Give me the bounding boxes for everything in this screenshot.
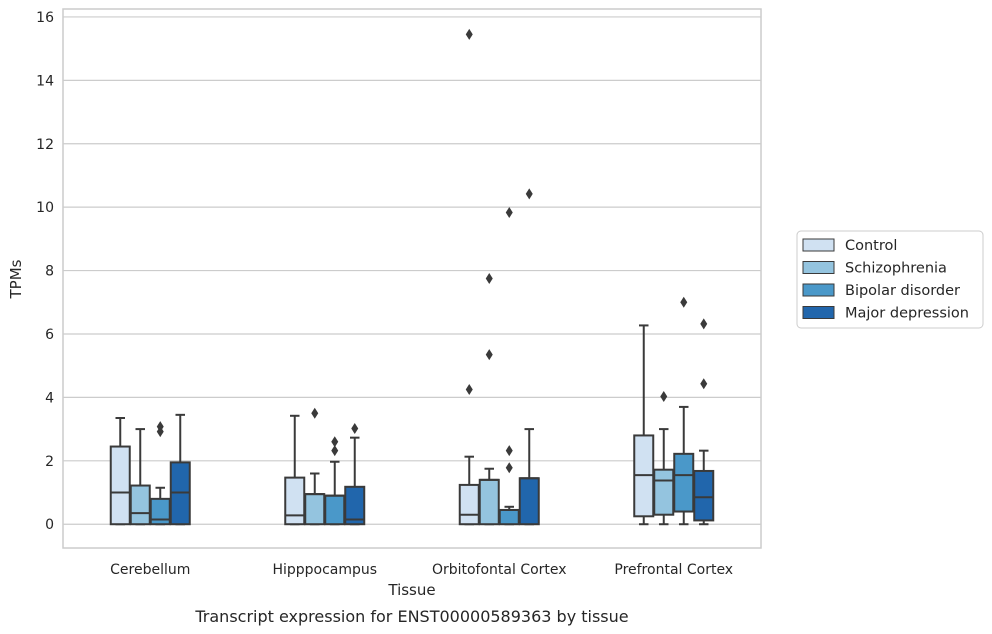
box-bipolar-disorder — [673, 452, 695, 513]
chart-caption: Transcript expression for ENST0000058936… — [194, 607, 628, 626]
outlier-point — [485, 349, 493, 361]
legend-label: Control — [845, 238, 897, 254]
outlier-point — [700, 318, 708, 330]
box-major-depression — [518, 477, 540, 526]
legend-swatch — [802, 283, 835, 297]
box-major-depression — [344, 485, 366, 526]
legend-label: Major depression — [845, 306, 969, 322]
y-tick-labels: 0 2 4 6 8 10 12 14 16 — [36, 10, 54, 533]
box-control — [284, 476, 306, 526]
plot-frame — [62, 8, 762, 549]
legend-label: Schizophrenia — [845, 261, 947, 277]
y-tick-label: 16 — [36, 10, 54, 26]
box-bipolar-disorder — [498, 508, 520, 526]
outlier-point — [525, 188, 533, 200]
y-tick-label: 6 — [45, 327, 54, 343]
y-tick-label: 12 — [36, 137, 54, 153]
x-tick-label: Orbitofontal Cortex — [432, 562, 567, 578]
legend-swatch — [802, 261, 835, 274]
box-control — [458, 483, 480, 526]
x-tick-label: Cerebellum — [110, 562, 190, 578]
outlier-point — [505, 207, 513, 219]
x-tick-labels: Cerebellum Hipppocampus Orbitofontal Corte… — [110, 562, 733, 578]
outlier-point — [505, 445, 513, 457]
outlier-point — [331, 436, 339, 448]
outlier-point — [680, 296, 688, 308]
outlier-point — [351, 422, 359, 434]
y-axis-label: TPMs — [7, 259, 25, 299]
outlier-point — [485, 273, 493, 284]
x-tick-label: Prefrontal Cortex — [614, 562, 733, 578]
legend: Control Schizophrenia Bipolar disorder Majo… — [796, 230, 984, 329]
box-schizophrenia — [129, 484, 151, 526]
outlier-point — [465, 28, 473, 40]
box-schizophrenia — [304, 493, 326, 526]
x-axis-label: Tissue — [387, 581, 435, 599]
y-tick-label: 8 — [45, 264, 54, 280]
outlier-point — [505, 462, 513, 474]
legend-frame — [796, 230, 984, 329]
box-schizophrenia — [478, 478, 500, 526]
legend-label: Bipolar disorder — [845, 283, 960, 299]
outlier-point — [331, 445, 339, 457]
outlier-point — [156, 421, 164, 433]
legend-swatch — [802, 238, 835, 252]
outlier-point — [700, 378, 708, 390]
outlier-point — [660, 390, 668, 402]
box-bipolar-disorder — [324, 494, 346, 526]
box-schizophrenia — [653, 468, 675, 516]
y-tick-label: 0 — [45, 517, 54, 533]
x-tick-label: Hipppocampus — [272, 562, 377, 578]
outlier-point — [311, 407, 319, 419]
outlier-point — [465, 383, 473, 395]
y-tick-label: 14 — [36, 73, 54, 89]
y-tick-label: 2 — [45, 454, 54, 470]
y-tick-label: 4 — [45, 390, 54, 406]
box-control — [109, 445, 131, 526]
box-major-depression — [693, 469, 715, 522]
box-groups — [109, 28, 715, 526]
y-tick-label: 10 — [36, 200, 54, 216]
legend-swatch — [802, 306, 835, 319]
